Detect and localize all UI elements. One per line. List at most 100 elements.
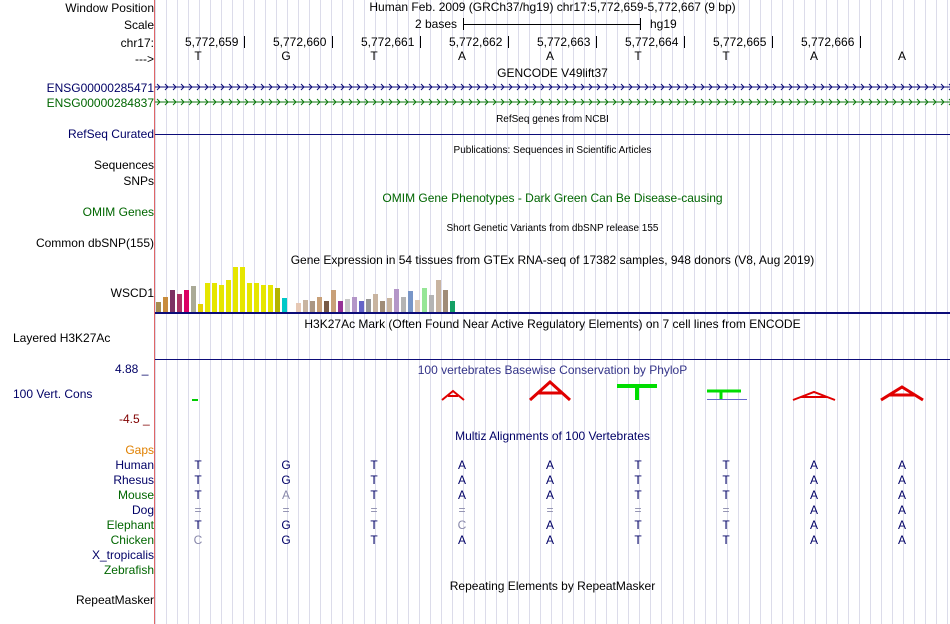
gtex-bar	[331, 290, 336, 312]
alignment-base: G	[281, 458, 291, 472]
alignment-base: T	[370, 458, 378, 472]
gene-chevron	[588, 98, 593, 106]
omim-title: OMIM Gene Phenotypes - Dark Green Can Be…	[382, 191, 723, 205]
refseq-label[interactable]: RefSeq Curated	[67, 127, 154, 141]
gene-chevron	[316, 98, 321, 106]
cons-label[interactable]: 100 Vert. Cons	[13, 387, 93, 401]
gene-chevron	[724, 98, 729, 106]
alignment-base: A	[897, 488, 906, 502]
publications-title: Publications: Sequences in Scientific Ar…	[453, 145, 652, 156]
gene-chevron	[276, 98, 281, 106]
species-label[interactable]: Human	[115, 458, 154, 472]
gtex-bar	[373, 294, 378, 312]
gene-chevron	[924, 98, 929, 106]
gene-chevron	[668, 98, 673, 106]
species-label[interactable]: Chicken	[110, 533, 154, 547]
gtex-bar	[163, 297, 168, 312]
gene-chevron	[524, 98, 529, 106]
alignment-base: T	[722, 518, 730, 532]
gene-chevron	[564, 83, 569, 91]
gene-chevron	[324, 98, 329, 106]
omim-label[interactable]: OMIM Genes	[82, 205, 154, 219]
gene-chevron	[708, 83, 713, 91]
gene-chevron	[596, 98, 601, 106]
species-label[interactable]: Zebrafish	[103, 563, 154, 577]
cons-logo-a7	[792, 390, 836, 401]
gene-label-1[interactable]: ENSG00000285471	[46, 81, 154, 95]
gene-chevron	[188, 83, 193, 91]
alignment-base: A	[897, 473, 906, 487]
dbsnp-label[interactable]: Common dbSNP(155)	[35, 236, 154, 250]
snps-label[interactable]: SNPs	[123, 174, 154, 188]
ruler-coord: 5,772,660	[273, 35, 327, 49]
gene-chevron	[868, 98, 873, 106]
gtex-chart[interactable]	[155, 266, 950, 314]
gene-chevron	[756, 83, 761, 91]
gtex-bar	[359, 301, 364, 312]
gene-chevron	[812, 83, 817, 91]
gene-chevron	[236, 83, 241, 91]
species-label[interactable]: X_tropicalis	[91, 548, 154, 562]
cons-logo-a8	[880, 385, 924, 402]
gene-chevron	[684, 83, 689, 91]
alignment-base: =	[194, 503, 202, 517]
gene-chevron	[884, 98, 889, 106]
gene-chevron	[772, 83, 777, 91]
gtex-bar	[380, 301, 385, 312]
species-label[interactable]: Rhesus	[113, 473, 154, 487]
gene-chevron	[332, 98, 337, 106]
gene-chevron	[812, 98, 817, 106]
scale-text: 2 bases	[415, 17, 458, 31]
dna-base: G	[281, 49, 291, 63]
gene-chevron	[436, 98, 441, 106]
alignment-base: T	[370, 518, 378, 532]
gtex-bar	[401, 297, 406, 312]
scale-bar-right-tick	[640, 18, 641, 30]
species-label[interactable]: Elephant	[106, 518, 154, 532]
alignment-base: A	[809, 458, 818, 472]
gene-chevron	[700, 83, 705, 91]
dna-base: A	[545, 49, 554, 63]
gtex-bar	[296, 303, 301, 312]
gene-chevron	[676, 83, 681, 91]
repeatmasker-label[interactable]: RepeatMasker	[75, 593, 154, 607]
species-label[interactable]: Dog	[131, 503, 154, 517]
gene-chevron	[444, 98, 449, 106]
gtex-title: Gene Expression in 54 tissues from GTEx …	[290, 253, 815, 267]
gene-chevron	[604, 98, 609, 106]
gene-chevron	[892, 83, 897, 91]
gtex-bar	[233, 267, 238, 312]
gene-chevron	[700, 98, 705, 106]
strand-label: --->	[135, 52, 154, 66]
gtex-bar	[317, 297, 322, 312]
h3k27ac-label[interactable]: Layered H3K27Ac	[13, 331, 111, 345]
gencode-title: GENCODE V49lift37	[497, 66, 608, 80]
ruler-tick	[332, 36, 333, 48]
gene-chevron	[852, 83, 857, 91]
gene-chevron	[348, 98, 353, 106]
gene-chevron	[540, 83, 545, 91]
gene-chevron	[692, 83, 697, 91]
gencode-tracks[interactable]	[155, 82, 950, 108]
gaps-label[interactable]: Gaps	[125, 443, 154, 457]
gene-chevron	[732, 98, 737, 106]
gene-chevron	[476, 83, 481, 91]
gene-chevron	[932, 98, 937, 106]
gene-chevron	[452, 98, 457, 106]
species-label[interactable]: Mouse	[117, 488, 154, 502]
gtex-bar	[408, 291, 413, 312]
gtex-bar	[415, 300, 420, 312]
gene-chevron	[636, 98, 641, 106]
gene-chevron	[260, 98, 265, 106]
publications-label[interactable]: Sequences	[93, 158, 154, 172]
gene-chevron	[516, 83, 521, 91]
ruler-tick	[508, 36, 509, 48]
gene-chevron	[204, 98, 209, 106]
gene-chevron	[564, 98, 569, 106]
gene-chevron	[500, 83, 505, 91]
alignment-base: A	[457, 533, 466, 547]
gtex-bar	[156, 302, 161, 312]
gene-label-2[interactable]: ENSG00000284837	[46, 96, 154, 110]
position-title: Human Feb. 2009 (GRCh37/hg19) chr17:5,77…	[369, 0, 736, 14]
gtex-gene-label[interactable]: WSCD1	[110, 286, 154, 300]
